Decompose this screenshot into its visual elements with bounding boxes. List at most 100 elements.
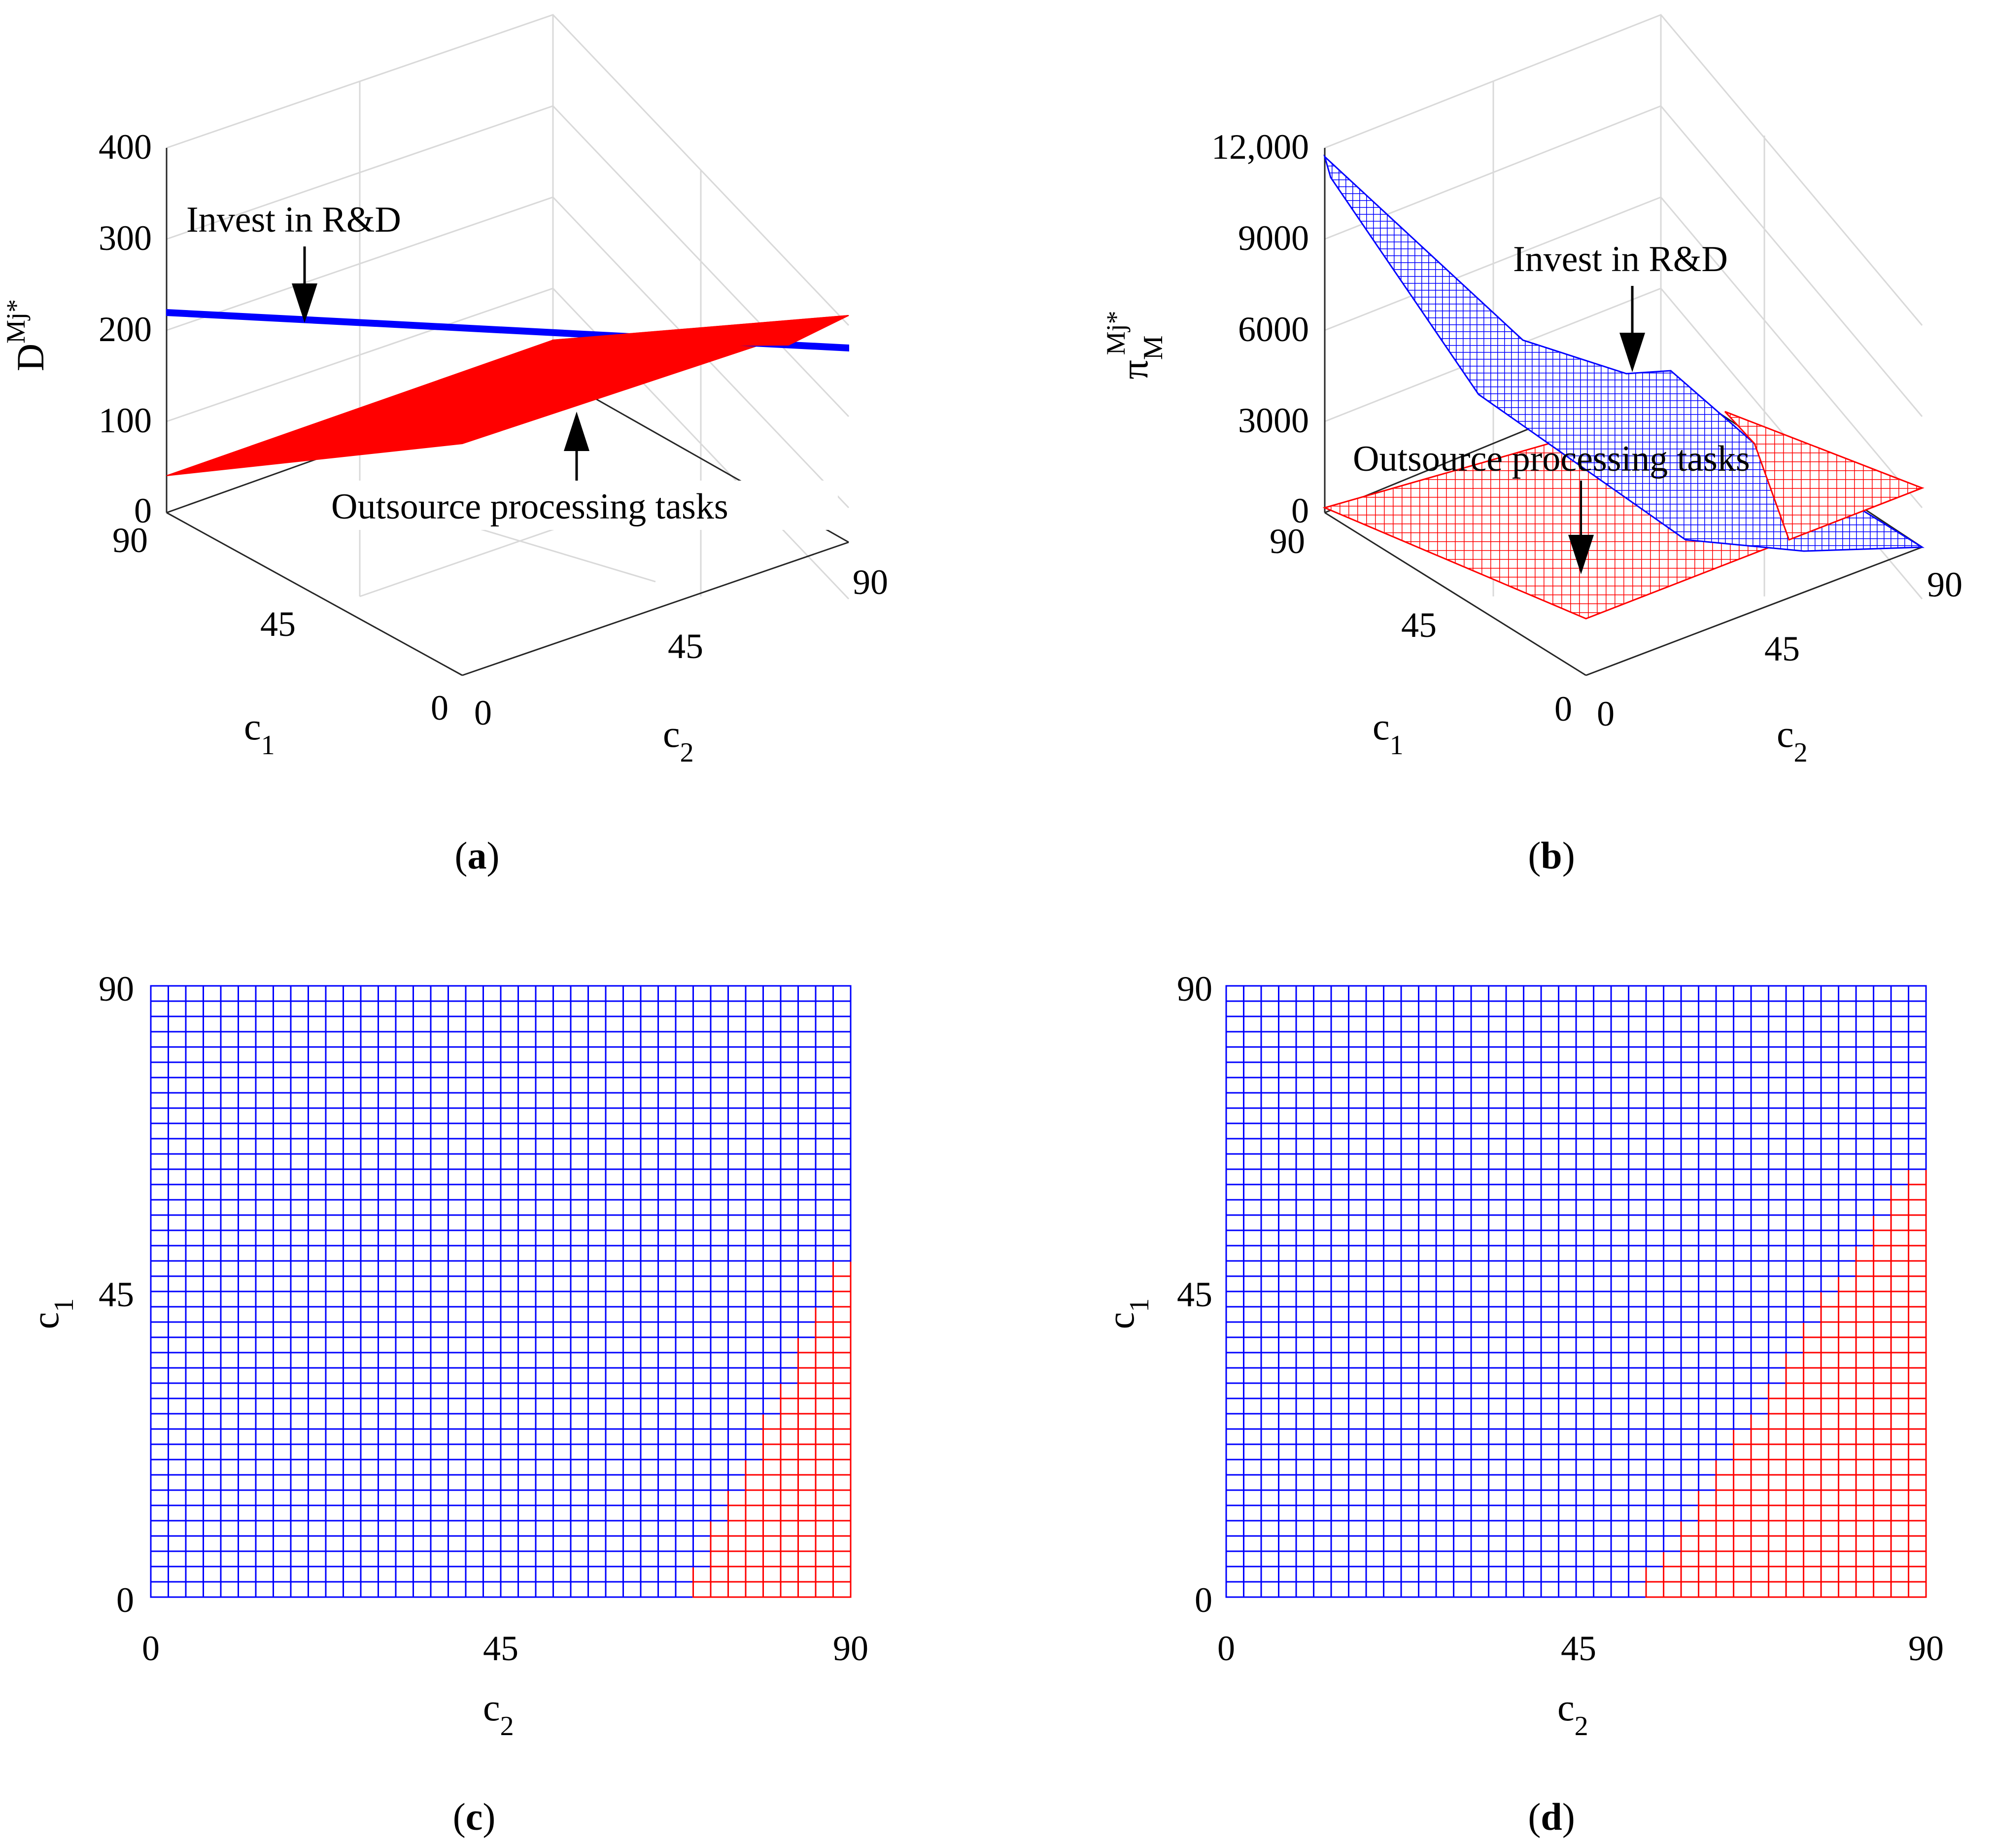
invest-cell [1243,1000,1262,1017]
invest-cell [1330,1290,1349,1308]
invest-cell [622,1000,642,1017]
invest-cell [395,1092,414,1109]
invest-cell [1488,1428,1507,1445]
invest-cell [448,1275,467,1292]
invest-cell [185,1122,204,1140]
invest-cell [1260,1199,1279,1216]
outsource-cell [1838,1367,1857,1384]
invest-cell [815,1214,834,1231]
outsource-cell [1908,1489,1927,1506]
invest-cell [1750,1138,1769,1155]
invest-cell [1418,1581,1437,1598]
invest-cell [273,1459,292,1476]
invest-cell [430,1275,449,1292]
invest-cell [500,1550,519,1568]
invest-cell [1838,1260,1857,1277]
outsource-cell [1715,1520,1734,1537]
invest-cell [1453,1535,1472,1552]
invest-cell [1680,1199,1699,1216]
invest-cell [1260,1168,1279,1186]
invest-cell [517,1428,537,1445]
invest-cell [1348,1550,1367,1568]
invest-cell [1400,1581,1419,1598]
invest-cell [692,1245,712,1262]
invest-cell [657,1184,677,1201]
outsource-cell [1908,1413,1927,1430]
invest-cell [622,1367,642,1384]
invest-cell [220,1153,239,1170]
invest-cell [1803,1306,1822,1323]
invest-cell [203,1474,222,1491]
invest-cell [640,1535,659,1552]
invest-cell [290,1214,309,1231]
invest-cell [1803,1184,1822,1201]
invest-cell [273,1184,292,1201]
invest-cell [168,1015,187,1033]
invest-cell [1418,1290,1437,1308]
invest-cell [325,1229,344,1247]
invest-cell [552,1306,572,1323]
invest-cell [1908,985,1927,1002]
invest-cell [1593,1092,1612,1109]
invest-cell [273,1275,292,1292]
outsource-cell [1890,1306,1909,1323]
invest-cell [1313,1550,1332,1568]
invest-cell [1225,1428,1244,1445]
invest-cell [150,1000,169,1017]
invest-cell [1663,1199,1682,1216]
outsource-cell [1908,1459,1927,1476]
invest-cell [535,1031,554,1048]
invest-cell [1295,1504,1314,1522]
outsource-cell [1873,1474,1892,1491]
invest-cell [657,1535,677,1552]
invest-cell [343,1321,362,1338]
invest-cell [168,1092,187,1109]
invest-cell [727,1199,747,1216]
invest-cell [1628,1229,1647,1247]
invest-cell [1260,1015,1279,1033]
outsource-cell [1750,1504,1769,1522]
invest-cell [1505,1092,1524,1109]
invest-cell [308,1474,327,1491]
outsource-cell [1873,1382,1892,1399]
invest-cell [1768,1214,1787,1231]
invest-cell [1505,1489,1524,1506]
invest-cell [745,985,764,1002]
invest-cell [1838,1168,1857,1186]
invest-cell [1680,1489,1699,1506]
panel-b: 12,000 9000 6000 3000 0 90 45 0 0 45 90 … [1101,14,1963,877]
invest-cell [255,1184,274,1201]
invest-cell [1803,1138,1822,1155]
invest-cell [448,1260,467,1277]
invest-cell [273,1000,292,1017]
invest-cell [1348,1092,1367,1109]
invest-cell [185,1321,204,1338]
outsource-cell [1855,1306,1874,1323]
invest-cell [1628,1260,1647,1277]
invest-cell [1890,1061,1909,1079]
invest-cell [657,1031,677,1048]
invest-cell [1278,1474,1297,1491]
outsource-cell [832,1443,852,1461]
invest-cell [168,1260,187,1277]
invest-cell [185,1367,204,1384]
invest-cell [552,1428,572,1445]
invest-cell [325,1290,344,1308]
invest-cell [710,1199,729,1216]
outsource-cell [762,1535,782,1552]
invest-cell [1558,1367,1577,1384]
invest-cell [1505,1290,1524,1308]
outsource-cell [1908,1352,1927,1369]
invest-cell [1313,1092,1332,1109]
invest-cell [395,1046,414,1063]
invest-cell [1523,985,1542,1002]
invest-cell [1505,1245,1524,1262]
invest-cell [1873,1046,1892,1063]
invest-cell [430,1015,449,1033]
invest-cell [255,1321,274,1338]
invest-cell [465,1290,484,1308]
invest-cell [1628,1321,1647,1338]
invest-cell [500,1413,519,1430]
invest-cell [395,1031,414,1048]
invest-cell [727,1474,747,1491]
